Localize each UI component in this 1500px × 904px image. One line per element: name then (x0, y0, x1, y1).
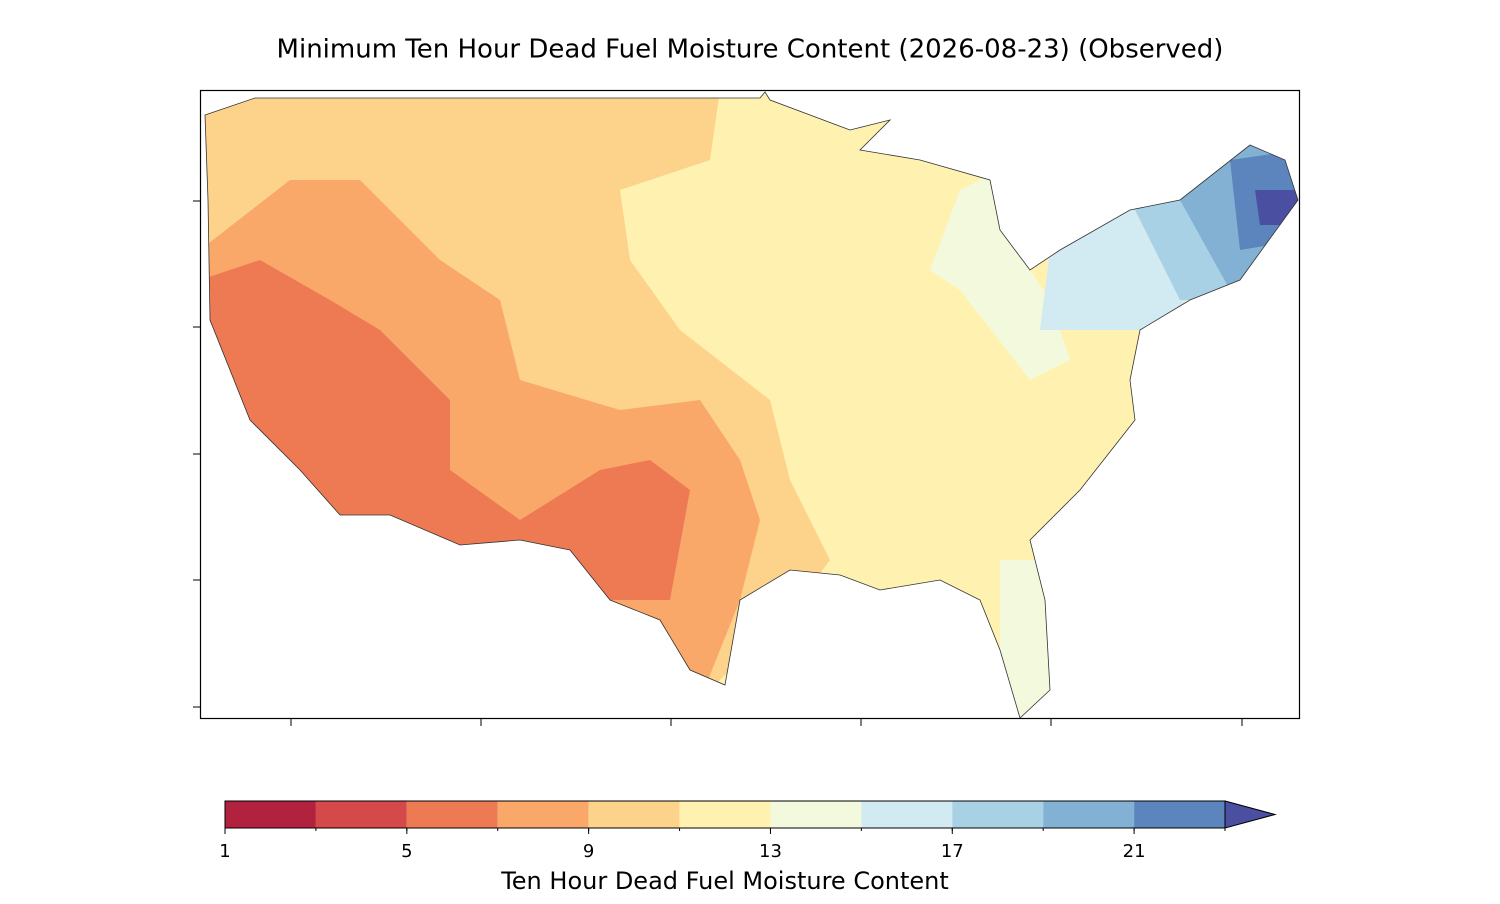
colorbar: 1 5 9 13 17 21 (219, 800, 1277, 862)
colorbar-segment (588, 801, 680, 828)
colorbar-tick-label: 13 (759, 841, 782, 862)
frame-ticks (193, 200, 1243, 726)
colorbar-segment (679, 801, 771, 828)
colorbar-segment (225, 801, 316, 828)
moisture-map (205, 92, 1298, 718)
colorbar-outline (224, 800, 1226, 829)
colorbar-tick-label: 21 (1123, 841, 1146, 862)
colorbar-segment (1134, 801, 1225, 828)
coastline (204, 91, 1299, 719)
colorbar-segment (497, 801, 589, 828)
map-frame (199, 89, 1301, 720)
colorbar-segment (406, 801, 498, 828)
colorbar-segment (861, 801, 953, 828)
colorbar-segment (315, 801, 407, 828)
colorbar-extend (1224, 800, 1277, 829)
colorbar-segment (1043, 801, 1135, 828)
colorbar-tick-label: 1 (219, 841, 230, 862)
colorbar-segment (770, 801, 862, 828)
colorbar-tick-label: 9 (583, 841, 594, 862)
colorbar-tick-label: 17 (941, 841, 964, 862)
title: Minimum Ten Hour Dead Fuel Moisture Cont… (277, 35, 1224, 65)
colorbar-tick-label: 5 (401, 841, 412, 862)
colorbar-segment (952, 801, 1044, 828)
colorbar-label: Ten Hour Dead Fuel Moisture Content (500, 867, 949, 895)
